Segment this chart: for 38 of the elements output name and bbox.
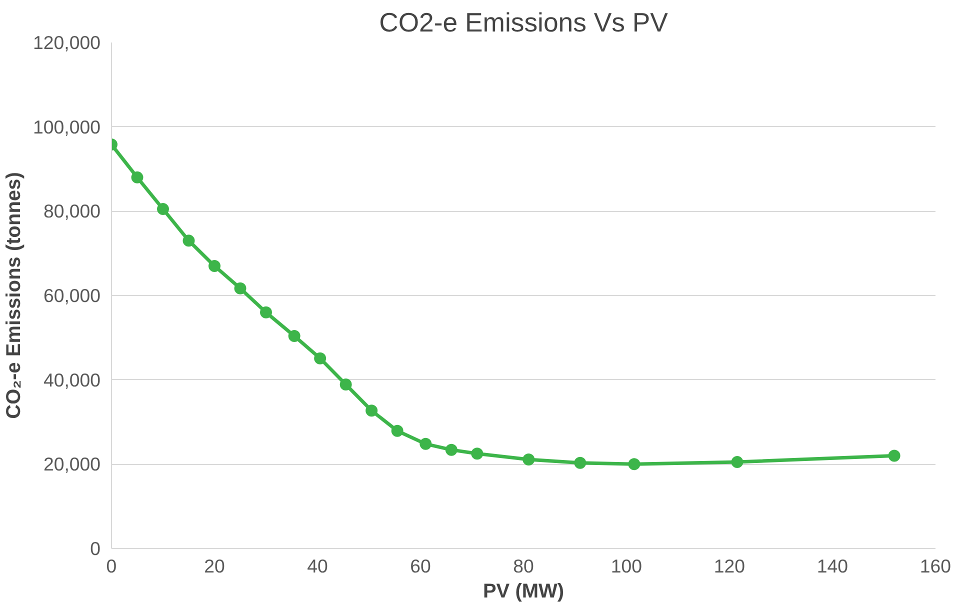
point xyxy=(471,448,484,460)
point xyxy=(157,203,169,216)
chart-title: CO2-e Emissions Vs PV xyxy=(379,8,668,38)
y-tick-label: 120,000 xyxy=(33,32,101,53)
y-tick-label: 20,000 xyxy=(43,454,100,475)
point xyxy=(234,282,246,294)
y-tick-label: 40,000 xyxy=(43,369,100,390)
point xyxy=(731,456,744,468)
point xyxy=(131,171,144,184)
point xyxy=(260,306,272,318)
x-axis-title: PV (MW) xyxy=(482,580,564,602)
point xyxy=(314,352,326,364)
x-tick-label: 100 xyxy=(610,556,642,576)
point xyxy=(208,260,220,272)
x-tick-label: 160 xyxy=(920,556,952,576)
point xyxy=(628,458,640,470)
point xyxy=(445,444,458,456)
x-tick-label: 140 xyxy=(816,556,848,576)
x-tick-label: 20 xyxy=(204,556,225,576)
y-tick-label: 0 xyxy=(90,538,101,559)
point xyxy=(366,404,378,417)
x-tick-label: 60 xyxy=(410,556,431,576)
point xyxy=(340,378,352,390)
x-tick-label: 80 xyxy=(513,556,534,576)
point xyxy=(288,330,300,342)
point xyxy=(391,424,404,437)
point xyxy=(888,450,900,462)
x-tick-label: 120 xyxy=(714,556,746,576)
x-tick-label: 40 xyxy=(307,556,328,576)
y-tick-label: 100,000 xyxy=(33,116,101,138)
point xyxy=(522,454,535,466)
y-tick-label: 60,000 xyxy=(43,285,100,306)
point xyxy=(182,234,195,247)
point xyxy=(420,438,432,450)
y-tick-label: 80,000 xyxy=(43,200,100,222)
y-axis-title: CO₂-e Emissions (tonnes) xyxy=(3,172,26,419)
x-tick-label: 0 xyxy=(106,556,117,576)
point xyxy=(574,456,586,469)
